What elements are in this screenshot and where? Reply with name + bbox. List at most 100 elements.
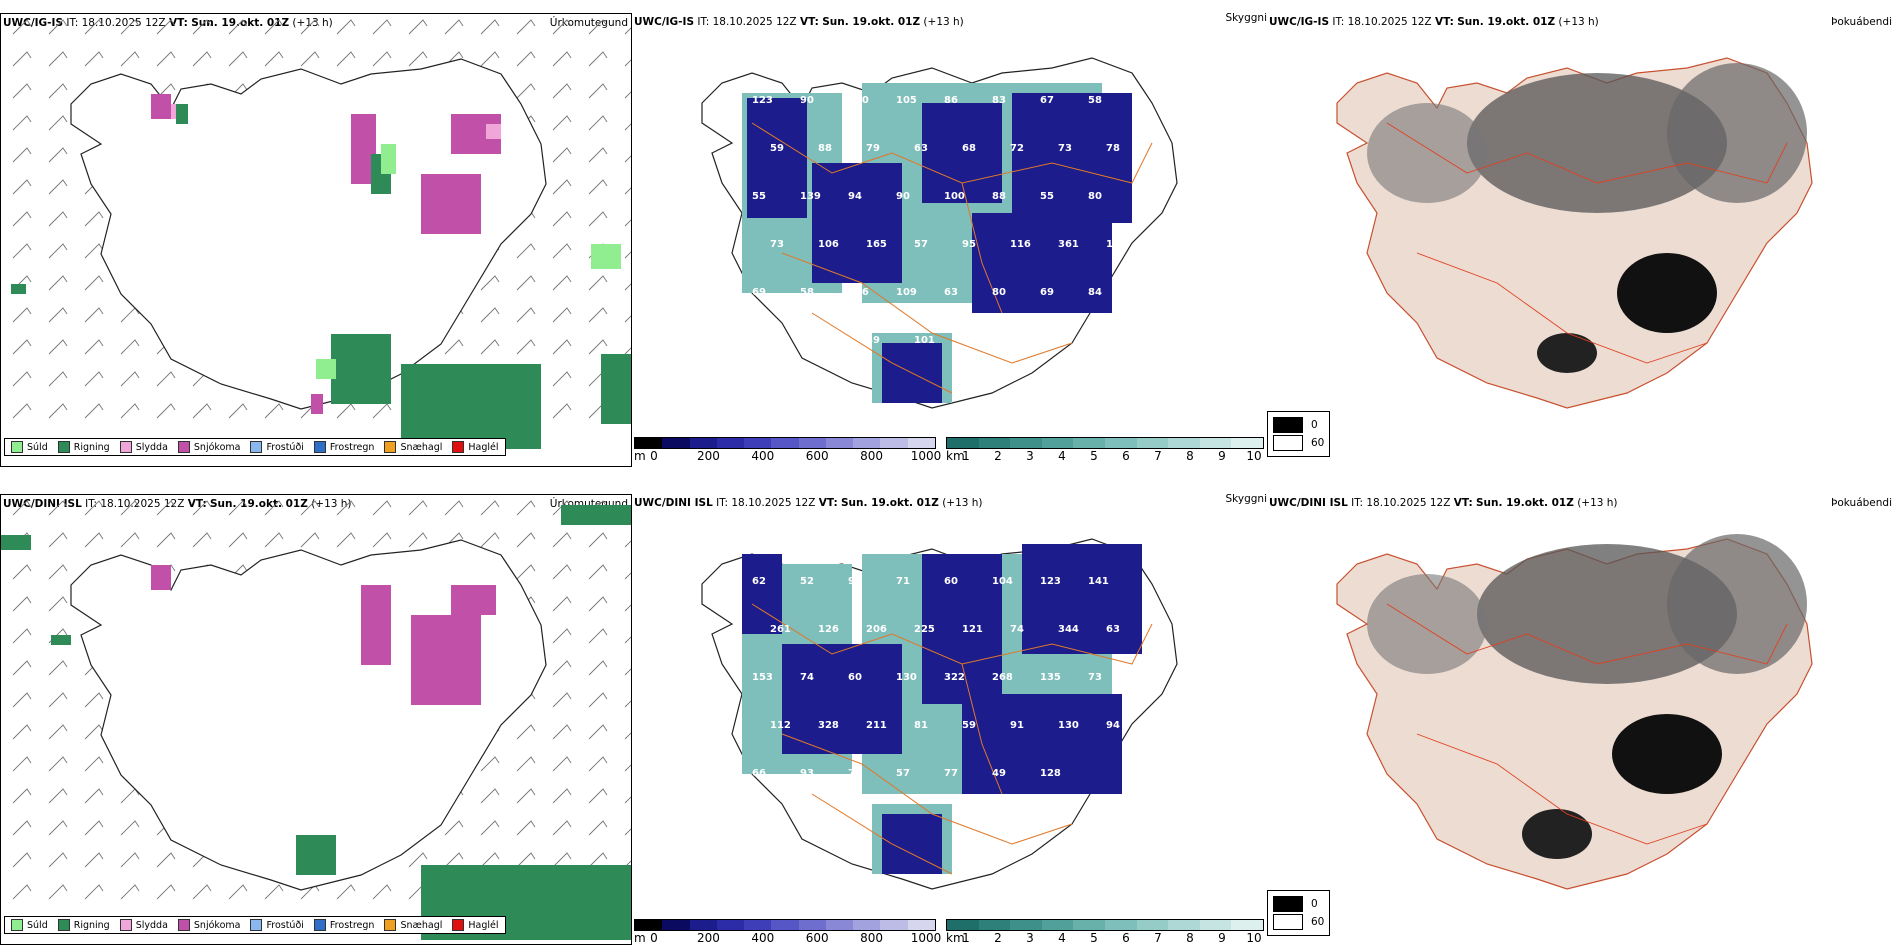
wind-barb — [84, 307, 104, 323]
fog-legend-swatch — [1273, 417, 1303, 433]
wind-barb — [12, 660, 32, 676]
cloud-base-value: 58 — [800, 287, 814, 298]
colorbar-cell — [825, 920, 854, 930]
legend-label: Frostúði — [266, 441, 304, 453]
wind-barb — [516, 307, 536, 323]
wind-barb — [84, 275, 104, 291]
wind-barb — [264, 532, 284, 548]
wind-barb — [516, 532, 536, 548]
sleet-areas — [171, 104, 501, 139]
cloud-base-value: 74 — [800, 672, 814, 683]
wind-barb — [156, 500, 176, 516]
wind-barb — [48, 596, 68, 612]
wind-barb — [624, 91, 631, 99]
cloud-base-value: 71 — [896, 576, 910, 587]
wind-barb — [228, 19, 248, 35]
wind-barb — [408, 852, 428, 868]
colorbar-tick-label: 800 — [860, 931, 884, 945]
wind-barb — [588, 307, 608, 323]
fog-legend-row: 0 — [1273, 896, 1324, 912]
cloud-base-value: 52 — [800, 576, 814, 587]
ptype-map — [1, 500, 631, 940]
wind-barb — [84, 692, 104, 708]
cloud-base-value: 109 — [896, 287, 917, 298]
wind-barb — [444, 820, 464, 836]
wind-barb — [552, 756, 572, 772]
colorbar-cell — [1168, 438, 1200, 448]
colorbar-cell — [771, 920, 799, 930]
legend-label: Rigning — [73, 919, 110, 931]
colorbar-tick-label: 7 — [1154, 449, 1162, 463]
fog-legend: 0 60 — [1267, 411, 1331, 457]
wind-barb — [480, 756, 500, 772]
legend-swatch — [119, 441, 132, 453]
wind-barb — [120, 403, 140, 419]
colorbar-tick-label: 6 — [1122, 449, 1130, 463]
wind-barb — [84, 51, 104, 67]
wind-barb — [156, 51, 176, 67]
panel-title: Þokuábendi — [1831, 497, 1892, 509]
colorbar-tick-label: 4 — [1058, 931, 1066, 945]
colorbar-cell — [716, 920, 745, 930]
wind-barb — [516, 83, 536, 99]
wind-barb — [12, 564, 32, 580]
cloud-base-value: 153 — [752, 672, 773, 683]
wind-barb — [12, 724, 32, 740]
wind-barb — [120, 51, 140, 67]
wind-barb — [408, 51, 428, 67]
colorbar-cell — [662, 438, 690, 448]
wind-barb — [624, 668, 631, 676]
cloud-base-value: 91 — [1010, 720, 1024, 731]
cloud-base-value: 69 — [752, 287, 766, 298]
colorbar-cell — [716, 438, 745, 448]
cloud-base-value: 127 — [1106, 239, 1127, 250]
cloud-base-numbers: 62 52 91 71 60 104 123 141 261 126 206 225 121 74 344 6… — [752, 576, 1120, 779]
wind-barb — [480, 500, 500, 516]
wind-barb — [12, 83, 32, 99]
wind-barb — [588, 275, 608, 291]
cloud-base-value: 73 — [1088, 672, 1102, 683]
wind-barb — [624, 732, 631, 740]
wind-barb — [300, 19, 320, 35]
colorbar-tick-label: 2 — [994, 931, 1002, 945]
wind-barb — [336, 884, 356, 900]
wind-barb — [12, 371, 32, 387]
wind-barb — [192, 51, 212, 67]
cloud-base-value: 361 — [1058, 239, 1079, 250]
wind-barb — [264, 19, 284, 35]
wind-barb — [12, 820, 32, 836]
wind-barb — [156, 83, 176, 99]
visibility-colorbar: km 1 2 3 4 5 6 7 8 9 10 — [946, 919, 1264, 945]
colorbar-tick-label: 3 — [1026, 449, 1034, 463]
legend-swatch — [452, 919, 465, 931]
wind-barb — [552, 51, 572, 67]
cloud-base-value: 80 — [992, 287, 1006, 298]
legend-label: Frostúði — [266, 919, 304, 931]
wind-barb — [228, 51, 248, 67]
colorbar-unit: km — [946, 931, 965, 945]
legend-label: Súld — [27, 441, 48, 453]
legend-label: Súld — [27, 919, 48, 931]
cloudbase-panel-row2: UWC/DINI ISL IT: 18.10.2025 12Z VT: Sun.… — [632, 494, 1267, 945]
colorbar-tick-label: 8 — [1186, 931, 1194, 945]
cloud-base-value: 135 — [1040, 672, 1061, 683]
ptype-legend: Súld Rigning Slydda Snjókoma Frostúði Frostre… — [4, 916, 506, 934]
wind-barb — [516, 500, 536, 516]
wind-barb — [552, 532, 572, 548]
fog-legend-label: 0 — [1311, 898, 1318, 910]
colorbar-tick-label: 400 — [751, 449, 775, 463]
cloud-base-value: 211 — [866, 720, 887, 731]
wind-barb — [12, 179, 32, 195]
cloud-base-value: 59 — [962, 720, 976, 731]
wind-barb — [588, 339, 608, 355]
wind-barb — [336, 403, 356, 419]
wind-barb — [336, 51, 356, 67]
colorbar-unit: m — [634, 931, 646, 945]
wind-barb — [48, 500, 68, 516]
wind-barb — [588, 532, 608, 548]
low-cloud-areas — [747, 93, 1132, 403]
wind-barb — [120, 339, 140, 355]
cloud-base-value: 73 — [770, 239, 784, 250]
cloud-base-value: 100 — [944, 191, 965, 202]
colorbar-cell — [947, 920, 979, 930]
